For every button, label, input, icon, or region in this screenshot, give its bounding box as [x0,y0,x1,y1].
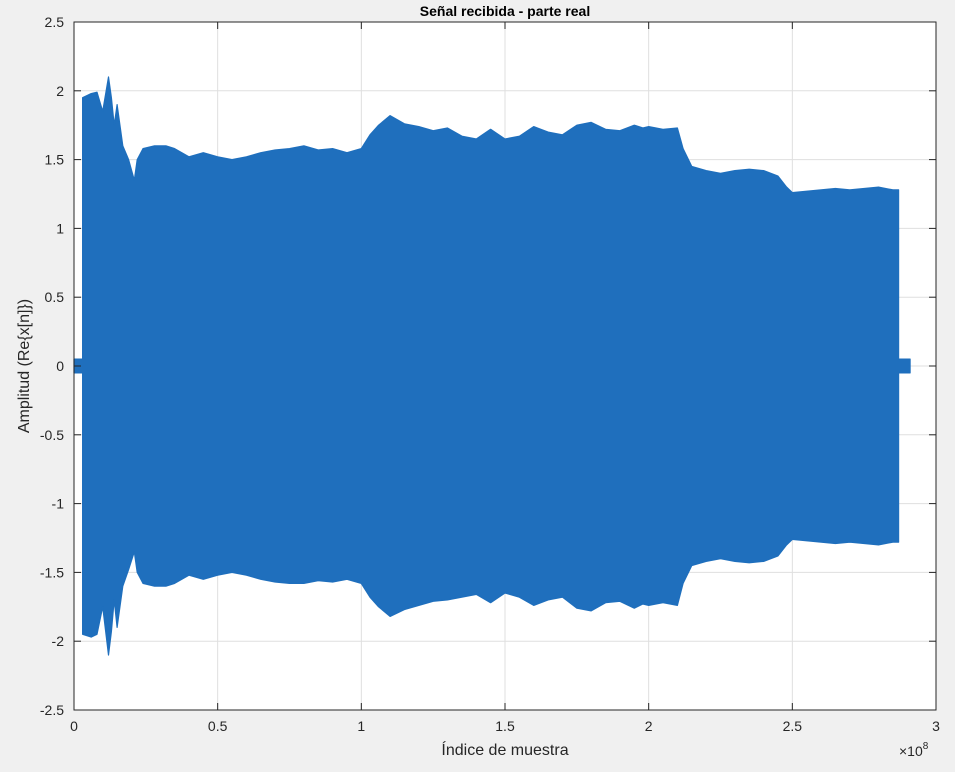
y-tick-label: -1.5 [40,564,64,580]
y-tick-label: -2.5 [40,702,64,718]
x-tick-label: 2 [645,718,653,734]
x-exponent-label: ×108 [899,741,929,759]
y-axis-title: Amplitud (Re{x[n]}) [16,299,33,433]
x-tick-label: 2.5 [783,718,803,734]
y-tick-label: 0 [56,358,64,374]
x-tick-label: 0 [70,718,78,734]
x-tick-label: 1.5 [495,718,515,734]
x-axis-title: Índice de muestra [441,740,568,759]
y-tick-label: 1.5 [45,152,65,168]
y-tick-label: -2 [52,633,65,649]
y-tick-label: -0.5 [40,427,64,443]
y-tick-label: 1 [56,220,64,236]
y-tick-label: 2 [56,83,64,99]
x-tick-label: 0.5 [208,718,228,734]
signal-trace [73,76,911,656]
y-tick-label: 2.5 [45,14,65,30]
y-tick-label: 0.5 [45,289,65,305]
y-tick-label: -1 [52,496,65,512]
ticks: 0 0.5 1 1.5 2 2.5 3 2.5 2 1.5 1 0.5 0 -0.5 -1 -1.5 -2 -2.… [40,14,940,734]
x-tick-label: 1 [357,718,365,734]
series-layer [73,76,911,656]
chart-title: Señal recibida - parte real [420,3,590,19]
x-tick-label: 3 [932,718,940,734]
